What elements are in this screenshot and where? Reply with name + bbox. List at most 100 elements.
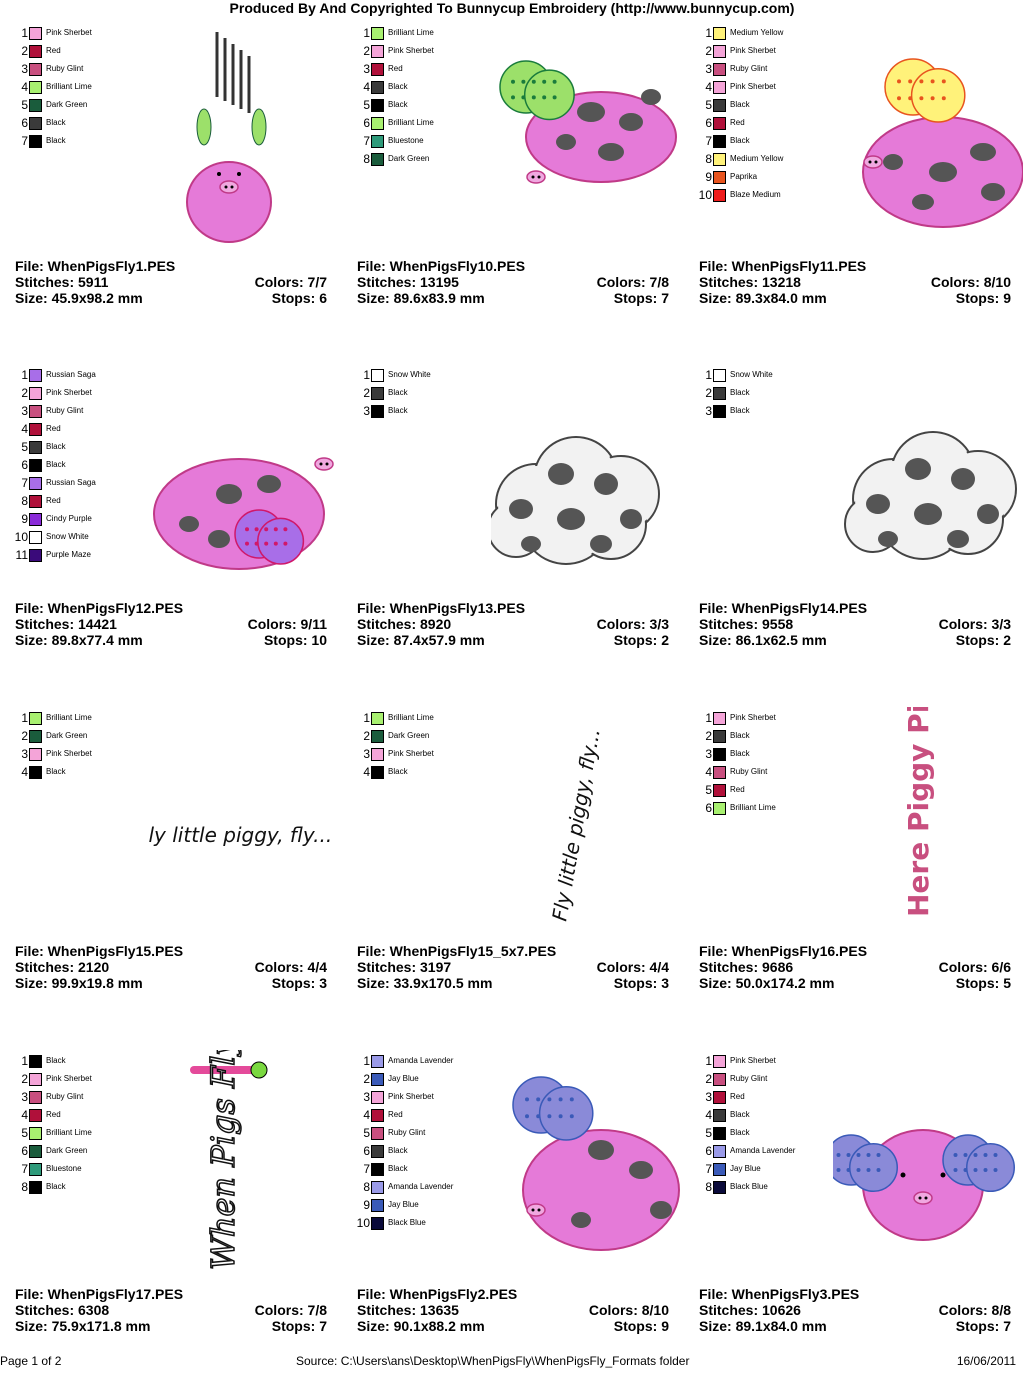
legend-row: 9 Jay Blue bbox=[356, 1196, 453, 1214]
color-swatch bbox=[371, 729, 384, 743]
legend-row: 8 Black bbox=[14, 1178, 92, 1196]
color-name: Pink Sherbet bbox=[388, 1092, 434, 1101]
color-name: Black bbox=[730, 100, 750, 109]
color-index: 1 bbox=[363, 368, 370, 382]
color-index: 3 bbox=[705, 1090, 712, 1104]
color-name: Russian Saga bbox=[46, 478, 96, 487]
legend-row: 7 Jay Blue bbox=[698, 1160, 795, 1178]
legend-row: 2 Pink Sherbet bbox=[356, 42, 434, 60]
color-swatch bbox=[713, 765, 726, 779]
design-size: Size: 33.9x170.5 mm bbox=[357, 975, 493, 991]
color-name: Amanda Lavender bbox=[388, 1056, 454, 1065]
color-index: 1 bbox=[21, 711, 28, 725]
legend-row: 2 Pink Sherbet bbox=[14, 384, 96, 402]
legend-row: 8 Medium Yellow bbox=[698, 150, 783, 168]
color-name: Pink Sherbet bbox=[730, 46, 776, 55]
color-swatch bbox=[371, 1126, 384, 1140]
color-name: Bluestone bbox=[388, 136, 424, 145]
color-name: Red bbox=[730, 1092, 745, 1101]
file-name: File: WhenPigsFly2.PES bbox=[357, 1286, 518, 1302]
color-swatch bbox=[371, 386, 384, 400]
stop-count: Stops: 7 bbox=[613, 290, 669, 306]
embroidery-design-image bbox=[512, 1076, 680, 1251]
legend-row: 1 Pink Sherbet bbox=[698, 1052, 795, 1070]
color-name: Black bbox=[730, 136, 750, 145]
design-card: 1 Brilliant Lime 2 Dark Green 3 Pink Sherbet 4… bbox=[356, 707, 676, 1037]
color-name: Ruby Glint bbox=[46, 406, 84, 415]
color-count: Colors: 8/10 bbox=[930, 274, 1011, 290]
color-name: Black Blue bbox=[730, 1182, 768, 1191]
stop-count: Stops: 3 bbox=[613, 975, 669, 991]
color-count: Colors: 3/3 bbox=[938, 616, 1011, 632]
color-name: Dark Green bbox=[388, 154, 430, 163]
legend-row: 3 Pink Sherbet bbox=[356, 1088, 453, 1106]
embroidery-design-image bbox=[186, 32, 272, 243]
color-index: 10 bbox=[698, 188, 712, 202]
color-name: Jay Blue bbox=[388, 1074, 419, 1083]
color-index: 8 bbox=[21, 494, 28, 508]
design-size: Size: 89.6x83.9 mm bbox=[357, 290, 485, 306]
stitch-count: Stitches: 8920 bbox=[357, 616, 452, 632]
legend-row: 2 Ruby Glint bbox=[698, 1070, 795, 1088]
design-card: 1 Brilliant Lime 2 Dark Green 3 Pink Sherbet 4… bbox=[14, 707, 334, 1037]
legend-row: 2 Jay Blue bbox=[356, 1070, 453, 1088]
svg-text:Fly little piggy, fly...: Fly little piggy, fly... bbox=[149, 823, 332, 847]
color-name: Pink Sherbet bbox=[730, 1056, 776, 1065]
color-name: Brilliant Lime bbox=[46, 713, 92, 722]
color-name: Pink Sherbet bbox=[388, 749, 434, 758]
color-index: 7 bbox=[363, 1162, 370, 1176]
legend-row: 6 Amanda Lavender bbox=[698, 1142, 795, 1160]
color-legend: 1 Brilliant Lime 2 Dark Green 3 Pink Sherbet 4… bbox=[14, 709, 92, 781]
color-index: 8 bbox=[363, 152, 370, 166]
color-swatch bbox=[713, 1162, 726, 1176]
legend-row: 3 Red bbox=[698, 1088, 795, 1106]
color-index: 6 bbox=[21, 1144, 28, 1158]
color-name: Black bbox=[388, 1146, 408, 1155]
color-name: Dark Green bbox=[388, 731, 430, 740]
color-name: Brilliant Lime bbox=[46, 1128, 92, 1137]
color-name: Jay Blue bbox=[388, 1200, 419, 1209]
color-swatch bbox=[371, 134, 384, 148]
stitch-count: Stitches: 13635 bbox=[357, 1302, 459, 1318]
color-index: 5 bbox=[21, 1126, 28, 1140]
legend-row: 5 Red bbox=[698, 781, 776, 799]
color-index: 10 bbox=[14, 530, 28, 544]
color-index: 1 bbox=[363, 711, 370, 725]
color-swatch bbox=[371, 98, 384, 112]
color-name: Red bbox=[388, 64, 403, 73]
embroidery-design-image: Here Piggy Piggy bbox=[902, 707, 935, 917]
legend-row: 3 Black bbox=[698, 402, 773, 420]
color-swatch bbox=[29, 1072, 42, 1086]
color-index: 8 bbox=[363, 1180, 370, 1194]
color-index: 6 bbox=[21, 458, 28, 472]
color-swatch bbox=[713, 1108, 726, 1122]
color-name: Pink Sherbet bbox=[46, 749, 92, 758]
color-swatch bbox=[371, 1090, 384, 1104]
color-name: Snow White bbox=[730, 370, 773, 379]
color-index: 2 bbox=[363, 1072, 370, 1086]
legend-row: 6 Black bbox=[14, 114, 92, 132]
color-swatch bbox=[29, 512, 42, 526]
legend-row: 7 Black bbox=[698, 132, 783, 150]
embroidery-design-image bbox=[499, 60, 677, 184]
color-name: Red bbox=[46, 424, 61, 433]
color-name: Red bbox=[730, 118, 745, 127]
svg-text:Fly little piggy, fly...: Fly little piggy, fly... bbox=[547, 726, 605, 922]
file-name: File: WhenPigsFly11.PES bbox=[699, 258, 867, 274]
stitch-count: Stitches: 13195 bbox=[357, 274, 459, 290]
color-count: Colors: 4/4 bbox=[254, 959, 327, 975]
color-index: 4 bbox=[705, 80, 712, 94]
color-index: 2 bbox=[705, 1072, 712, 1086]
color-swatch bbox=[29, 116, 42, 130]
legend-row: 1 Brilliant Lime bbox=[356, 709, 434, 727]
legend-row: 3 Ruby Glint bbox=[14, 1088, 92, 1106]
color-name: Black bbox=[730, 388, 750, 397]
color-count: Colors: 8/10 bbox=[588, 1302, 669, 1318]
color-swatch bbox=[29, 476, 42, 490]
color-name: Black bbox=[388, 388, 408, 397]
color-index: 5 bbox=[21, 440, 28, 454]
legend-row: 4 Red bbox=[356, 1106, 453, 1124]
color-count: Colors: 7/8 bbox=[254, 1302, 327, 1318]
color-name: Red bbox=[46, 46, 61, 55]
print-date: 16/06/2011 bbox=[956, 1354, 1016, 1368]
